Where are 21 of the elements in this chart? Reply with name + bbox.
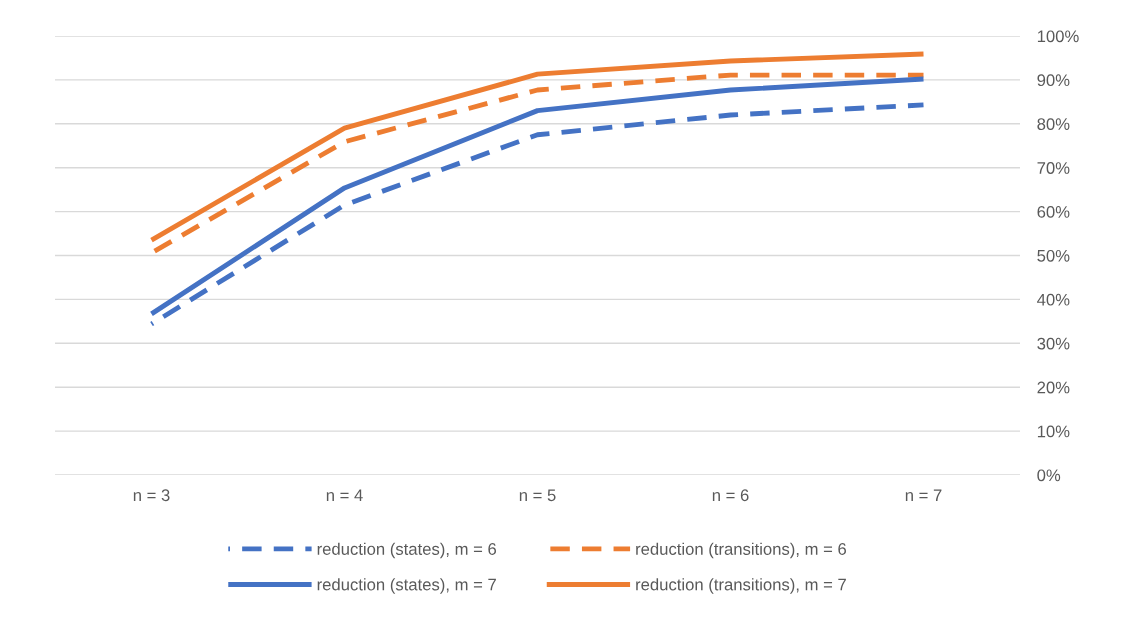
y-tick-label: 30% <box>1037 337 1070 350</box>
y-tick-label: 50% <box>1037 249 1070 262</box>
y-tick-label: 100% <box>1037 30 1079 43</box>
y-tick-label: 0% <box>1037 469 1061 482</box>
x-tick-label: n = 6 <box>712 489 749 502</box>
legend-label: reduction (transitions), m = 6 <box>636 542 847 559</box>
x-tick-label: n = 3 <box>133 489 170 502</box>
y-tick-label: 70% <box>1037 162 1070 174</box>
legend-label: reduction (transitions), m = 7 <box>636 578 846 594</box>
x-tick-label: n = 7 <box>905 489 942 501</box>
legend-label: reduction (states), m = 7 <box>317 578 496 594</box>
x-tick-label: n = 5 <box>519 489 556 502</box>
y-tick-label: 10% <box>1037 425 1070 438</box>
y-tick-label: 20% <box>1037 381 1070 394</box>
x-tick-label: n = 4 <box>326 489 363 501</box>
legend-label: reduction (states), m = 6 <box>317 542 497 559</box>
y-tick-label: 60% <box>1037 206 1070 218</box>
y-tick-label: 40% <box>1037 293 1070 306</box>
y-tick-label: 90% <box>1037 74 1070 87</box>
y-tick-label: 80% <box>1037 118 1070 130</box>
line-series <box>149 51 926 243</box>
